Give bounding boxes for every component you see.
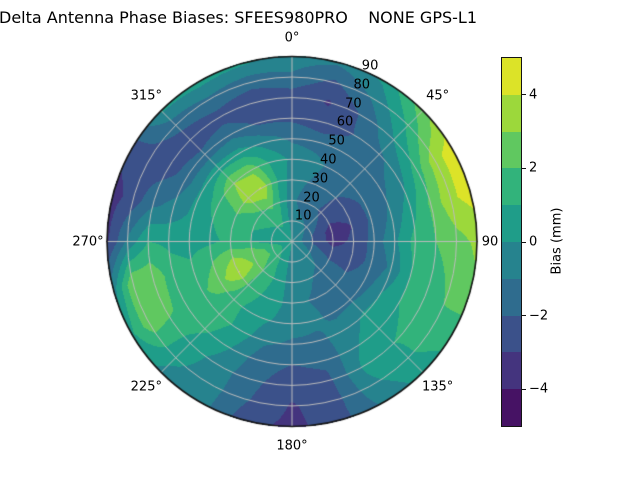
- angular-tick-label: 270°: [72, 234, 104, 249]
- angular-tick-label: 45°: [426, 88, 450, 104]
- colorbar-tick: [522, 388, 526, 390]
- colorbar-tick: [522, 241, 526, 243]
- colorbar-tick-label: 0: [529, 234, 538, 250]
- radial-tick-label: 80: [353, 77, 370, 93]
- colorbar-tick: [522, 167, 526, 169]
- colorbar-band: [502, 278, 521, 316]
- angular-tick-label: 225°: [130, 379, 162, 395]
- colorbar-tick: [522, 315, 526, 317]
- angular-tick-label: 135°: [421, 379, 454, 395]
- colorbar-tick-label: −2: [529, 308, 549, 324]
- colorbar-frame: [501, 57, 522, 427]
- colorbar-band: [502, 94, 521, 132]
- radial-tick-label: 60: [336, 114, 354, 130]
- colorbar-tick-label: 4: [529, 87, 538, 103]
- radial-tick-label: 50: [328, 133, 345, 149]
- chart-title: Delta Antenna Phase Biases: SFEES980PRO …: [0, 8, 477, 27]
- radial-tick-label: 30: [311, 171, 329, 187]
- angular-tick-label: 90: [481, 234, 499, 249]
- angular-tick-label: 180°: [276, 438, 308, 453]
- radial-tick-label: 20: [303, 190, 320, 206]
- colorbar-band: [502, 58, 521, 95]
- radial-tick-label: 10: [294, 208, 312, 224]
- colorbar-band: [502, 168, 521, 206]
- colorbar-band: [502, 352, 521, 390]
- colorbar: [502, 58, 521, 426]
- radial-tick-label: 70: [345, 96, 362, 112]
- colorbar-title: Bias (mm): [549, 207, 565, 275]
- radial-tick-label: 90: [361, 58, 379, 74]
- radial-tick-label: 40: [320, 152, 337, 168]
- colorbar-tick: [522, 94, 526, 96]
- colorbar-band: [502, 131, 521, 169]
- colorbar-band: [502, 389, 521, 426]
- colorbar-tick-label: −4: [529, 381, 549, 397]
- angular-tick-label: 0°: [284, 30, 300, 45]
- colorbar-band: [502, 315, 521, 353]
- angular-tick-label: 315°: [130, 88, 162, 104]
- colorbar-tick-label: 2: [529, 160, 538, 176]
- colorbar-band: [502, 241, 521, 279]
- colorbar-band: [502, 205, 521, 242]
